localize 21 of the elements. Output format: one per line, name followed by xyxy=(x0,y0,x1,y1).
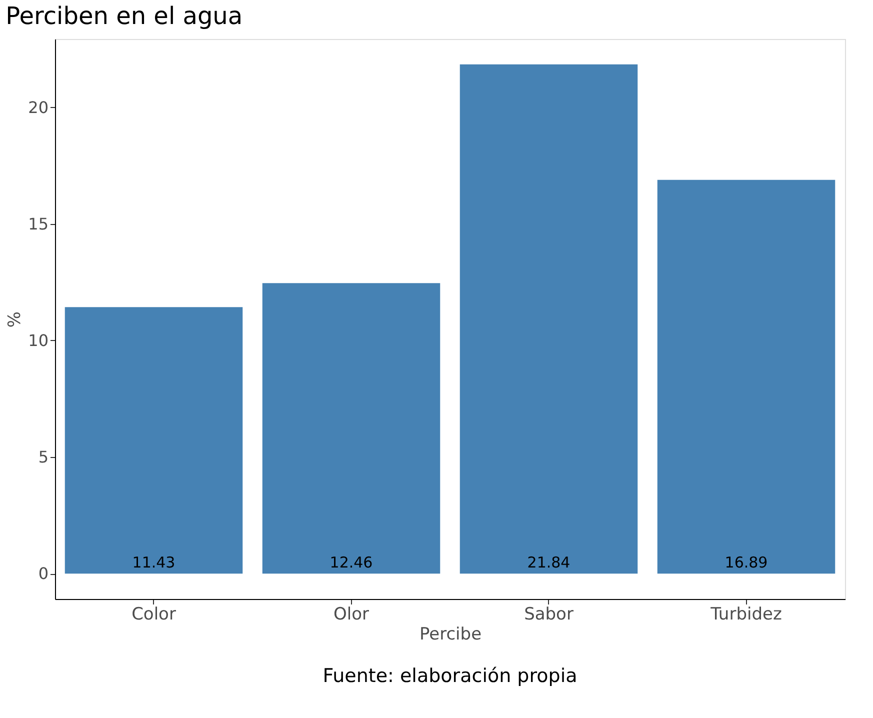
data-label: 16.89 xyxy=(724,554,768,572)
y-axis-title: % xyxy=(5,311,26,328)
y-tick-label: 20 xyxy=(28,98,48,117)
x-tick-label: Turbidez xyxy=(710,604,782,624)
bar xyxy=(262,283,440,574)
data-label: 21.84 xyxy=(527,554,570,572)
y-tick-label: 5 xyxy=(38,448,48,467)
bar xyxy=(64,307,243,574)
bar xyxy=(460,64,638,574)
x-tick-label: Color xyxy=(132,604,176,624)
bar xyxy=(657,180,836,574)
source-note: Fuente: elaboración propia xyxy=(322,665,578,687)
chart-title: Perciben en el agua xyxy=(6,2,243,30)
data-label: 11.43 xyxy=(132,554,176,572)
data-label: 12.46 xyxy=(330,554,373,572)
x-tick-label: Sabor xyxy=(524,604,574,624)
x-tick-label: Olor xyxy=(334,604,370,624)
y-tick-label: 15 xyxy=(28,214,48,234)
x-axis-title: Percibe xyxy=(419,624,482,644)
y-tick-label: 10 xyxy=(28,330,48,350)
y-tick-label: 0 xyxy=(38,564,48,584)
